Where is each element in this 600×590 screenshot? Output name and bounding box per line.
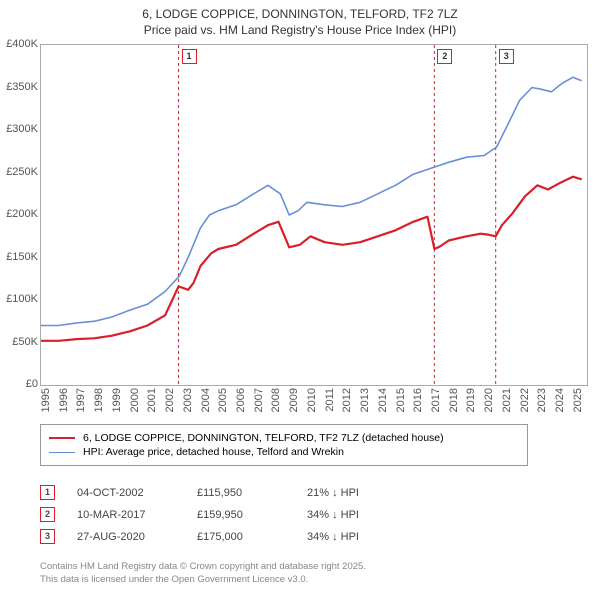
event-marker: 3 (499, 49, 514, 64)
x-axis-tick: 2014 (377, 388, 389, 412)
y-axis-tick: £100K (6, 293, 38, 305)
legend-item: 6, LODGE COPPICE, DONNINGTON, TELFORD, T… (49, 432, 519, 444)
y-axis-tick: £300K (6, 123, 38, 135)
x-axis-tick: 2016 (412, 388, 424, 412)
sale-marker: 2 (40, 507, 55, 522)
x-axis-tick: 2000 (129, 388, 141, 412)
footer-line: Contains HM Land Registry data © Crown c… (40, 561, 366, 573)
x-axis-tick: 2011 (324, 388, 336, 412)
x-axis-tick: 2008 (270, 388, 282, 412)
x-axis-tick: 2021 (501, 388, 513, 412)
sale-date: 27-AUG-2020 (77, 531, 197, 543)
sale-marker: 1 (40, 485, 55, 500)
x-axis-tick: 2002 (164, 388, 176, 412)
chart-svg (41, 45, 587, 385)
y-axis-tick: £400K (6, 38, 38, 50)
y-axis-tick: £0 (26, 378, 38, 390)
x-axis-tick: 1999 (111, 388, 123, 412)
y-axis-tick: £200K (6, 208, 38, 220)
x-axis-tick: 2006 (235, 388, 247, 412)
x-axis-tick: 2025 (572, 388, 584, 412)
x-axis-tick: 1997 (75, 388, 87, 412)
event-marker: 2 (437, 49, 452, 64)
footer-attribution: Contains HM Land Registry data © Crown c… (40, 561, 366, 586)
series-hpi (41, 77, 582, 325)
x-axis-tick: 1998 (93, 388, 105, 412)
x-axis-tick: 2010 (306, 388, 318, 412)
sale-row: 3 27-AUG-2020£175,00034% ↓ HPI (40, 529, 417, 544)
legend-swatch (49, 437, 75, 439)
y-axis-tick: £350K (6, 81, 38, 93)
x-axis-tick: 2005 (217, 388, 229, 412)
x-axis-tick: 1995 (40, 388, 52, 412)
sale-date: 10-MAR-2017 (77, 509, 197, 521)
legend-label: HPI: Average price, detached house, Telf… (83, 446, 344, 458)
chart-container: 6, LODGE COPPICE, DONNINGTON, TELFORD, T… (0, 0, 600, 590)
x-axis-tick: 2018 (448, 388, 460, 412)
chart-title: 6, LODGE COPPICE, DONNINGTON, TELFORD, T… (0, 0, 600, 40)
title-line1: 6, LODGE COPPICE, DONNINGTON, TELFORD, T… (10, 6, 590, 22)
sale-row: 2 10-MAR-2017£159,95034% ↓ HPI (40, 507, 417, 522)
legend-swatch (49, 452, 75, 453)
event-marker: 1 (182, 49, 197, 64)
x-axis-tick: 2022 (519, 388, 531, 412)
sale-delta: 34% ↓ HPI (307, 531, 417, 543)
x-axis-tick: 2013 (359, 388, 371, 412)
title-line2: Price paid vs. HM Land Registry's House … (10, 22, 590, 38)
x-axis-tick: 1996 (58, 388, 70, 412)
x-axis-tick: 2004 (200, 388, 212, 412)
x-axis-tick: 2024 (554, 388, 566, 412)
legend: 6, LODGE COPPICE, DONNINGTON, TELFORD, T… (40, 424, 528, 466)
legend-item: HPI: Average price, detached house, Telf… (49, 446, 519, 458)
x-axis-tick: 2003 (182, 388, 194, 412)
y-axis-tick: £50K (12, 336, 38, 348)
x-axis-tick: 2009 (288, 388, 300, 412)
x-axis-tick: 2007 (253, 388, 265, 412)
x-axis-tick: 2015 (395, 388, 407, 412)
series-price-paid (41, 177, 582, 341)
sale-price: £115,950 (197, 487, 307, 499)
x-axis-tick: 2012 (341, 388, 353, 412)
x-axis-tick: 2020 (483, 388, 495, 412)
sale-date: 04-OCT-2002 (77, 487, 197, 499)
x-axis-tick: 2017 (430, 388, 442, 412)
x-axis-tick: 2023 (536, 388, 548, 412)
sale-marker: 3 (40, 529, 55, 544)
sale-delta: 34% ↓ HPI (307, 509, 417, 521)
footer-line: This data is licensed under the Open Gov… (40, 574, 366, 586)
sale-delta: 21% ↓ HPI (307, 487, 417, 499)
x-axis-tick: 2001 (146, 388, 158, 412)
y-axis-tick: £250K (6, 166, 38, 178)
y-axis-tick: £150K (6, 251, 38, 263)
plot-area: 1 2 3 (40, 44, 588, 386)
sale-price: £175,000 (197, 531, 307, 543)
sale-events-table: 1 04-OCT-2002£115,95021% ↓ HPI 2 10-MAR-201… (40, 478, 417, 551)
x-axis-tick: 2019 (465, 388, 477, 412)
sale-row: 1 04-OCT-2002£115,95021% ↓ HPI (40, 485, 417, 500)
sale-price: £159,950 (197, 509, 307, 521)
legend-label: 6, LODGE COPPICE, DONNINGTON, TELFORD, T… (83, 432, 444, 444)
